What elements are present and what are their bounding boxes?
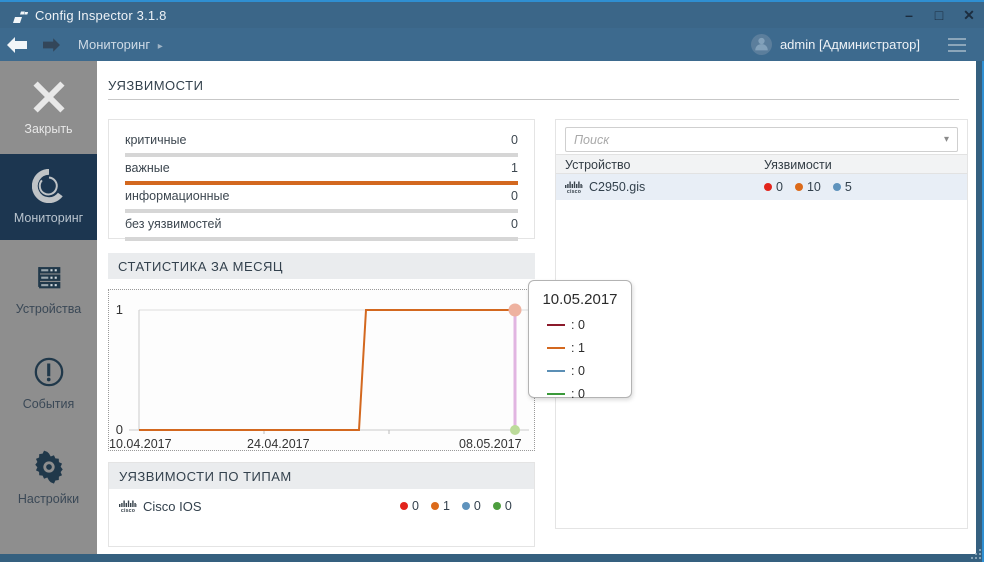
svg-text:10.04.2017: 10.04.2017 [109,437,172,451]
svg-text:08.05.2017: 08.05.2017 [459,437,522,451]
svg-text:cisco: cisco [121,508,135,513]
svg-text:24.04.2017: 24.04.2017 [247,437,310,451]
svg-text:0: 0 [116,422,123,437]
svg-text:cisco: cisco [567,189,581,194]
svg-text:1: 1 [116,302,123,317]
